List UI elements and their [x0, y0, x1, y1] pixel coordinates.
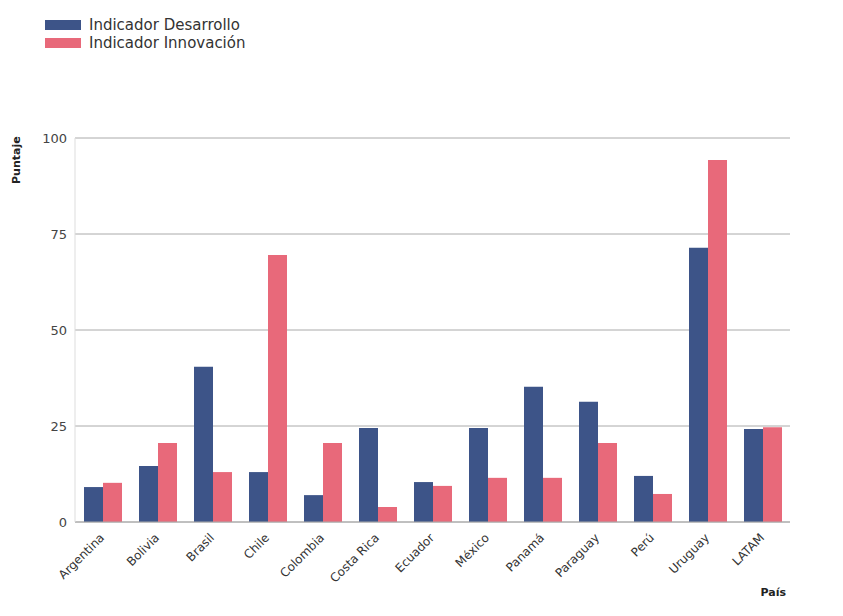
- svg-text:75: 75: [50, 227, 67, 242]
- html-text:Indicador Innovación: Indicador Innovación: [89, 34, 246, 52]
- svg-text:Colombia: Colombia: [277, 531, 327, 581]
- svg-text:Costa Rica: Costa Rica: [327, 531, 382, 586]
- svg-text:Chile: Chile: [241, 531, 272, 562]
- svg-text:Bolivia: Bolivia: [124, 531, 162, 569]
- svg-text:Perú: Perú: [628, 531, 657, 560]
- svg-text:Argentina: Argentina: [56, 531, 107, 582]
- html-text:País: País: [760, 586, 786, 599]
- svg-text:México: México: [453, 531, 493, 571]
- svg-text:0: 0: [59, 515, 67, 530]
- svg-text:Panamá: Panamá: [503, 531, 547, 575]
- html-text:Puntaje: Puntaje: [10, 136, 23, 184]
- svg-text:Uruguay: Uruguay: [666, 531, 712, 577]
- svg-text:LATAM: LATAM: [729, 531, 767, 569]
- svg-text:50: 50: [50, 323, 67, 338]
- svg-text:Paraguay: Paraguay: [553, 531, 603, 581]
- svg-text:Brasil: Brasil: [184, 531, 218, 565]
- svg-text:Ecuador: Ecuador: [393, 531, 438, 576]
- svg-text:25: 25: [50, 419, 67, 434]
- html-text:Indicador Desarrollo: Indicador Desarrollo: [89, 16, 240, 34]
- svg-text:100: 100: [42, 131, 67, 146]
